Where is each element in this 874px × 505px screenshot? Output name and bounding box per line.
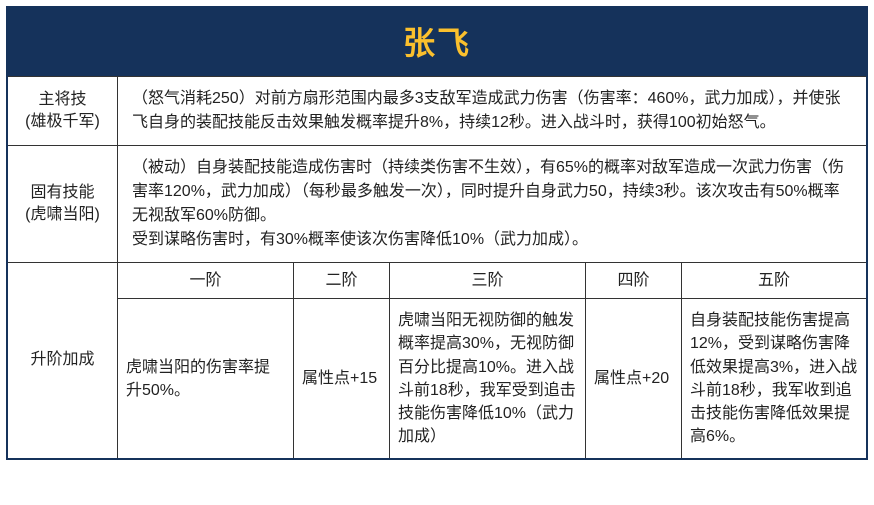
innate-skill-label: 固有技能 (虎啸当阳) [8,146,118,262]
tier-value-1: 虎啸当阳的伤害率提升50%。 [118,299,294,458]
tier-header-3: 三阶 [390,263,586,298]
tier-value-2: 属性点+15 [294,299,390,458]
tier-header-2: 二阶 [294,263,390,298]
tier-header-4: 四阶 [586,263,682,298]
tier-table: 一阶 二阶 三阶 四阶 五阶 虎啸当阳的伤害率提升50%。 属性点+15 虎啸当… [118,263,866,458]
main-skill-row: 主将技 (雄极千军) （怒气消耗250）对前方扇形范围内最多3支敌军造成武力伤害… [8,76,866,145]
tier-body-row: 虎啸当阳的伤害率提升50%。 属性点+15 虎啸当阳无视防御的触发概率提高30%… [118,299,866,458]
innate-skill-row: 固有技能 (虎啸当阳) （被动）自身装配技能造成伤害时（持续类伤害不生效），有6… [8,145,866,262]
character-title: 张飞 [8,8,866,76]
innate-skill-label-line2: (虎啸当阳) [25,204,100,226]
tier-value-4: 属性点+20 [586,299,682,458]
innate-skill-label-line1: 固有技能 [30,182,94,204]
tier-value-3: 虎啸当阳无视防御的触发概率提高30%，无视防御百分比提高10%。进入战斗前18秒… [390,299,586,458]
tier-header-1: 一阶 [118,263,294,298]
tier-label: 升阶加成 [8,263,118,458]
tier-header-row: 一阶 二阶 三阶 四阶 五阶 [118,263,866,299]
tier-value-5: 自身装配技能伤害提高12%，受到谋略伤害降低效果提高3%，进入战斗前18秒，我军… [682,299,866,458]
main-skill-label-line2: (雄极千军) [25,111,100,133]
tier-header-5: 五阶 [682,263,866,298]
main-skill-desc: （怒气消耗250）对前方扇形范围内最多3支敌军造成武力伤害（伤害率：460%，武… [118,77,866,145]
main-skill-label-line1: 主将技 [38,89,86,111]
innate-skill-desc: （被动）自身装配技能造成伤害时（持续类伤害不生效），有65%的概率对敌军造成一次… [118,146,866,262]
character-card: 张飞 主将技 (雄极千军) （怒气消耗250）对前方扇形范围内最多3支敌军造成武… [6,6,868,460]
tier-row: 升阶加成 一阶 二阶 三阶 四阶 五阶 虎啸当阳的伤害率提升50%。 属性点+1… [8,262,866,458]
main-skill-label: 主将技 (雄极千军) [8,77,118,145]
